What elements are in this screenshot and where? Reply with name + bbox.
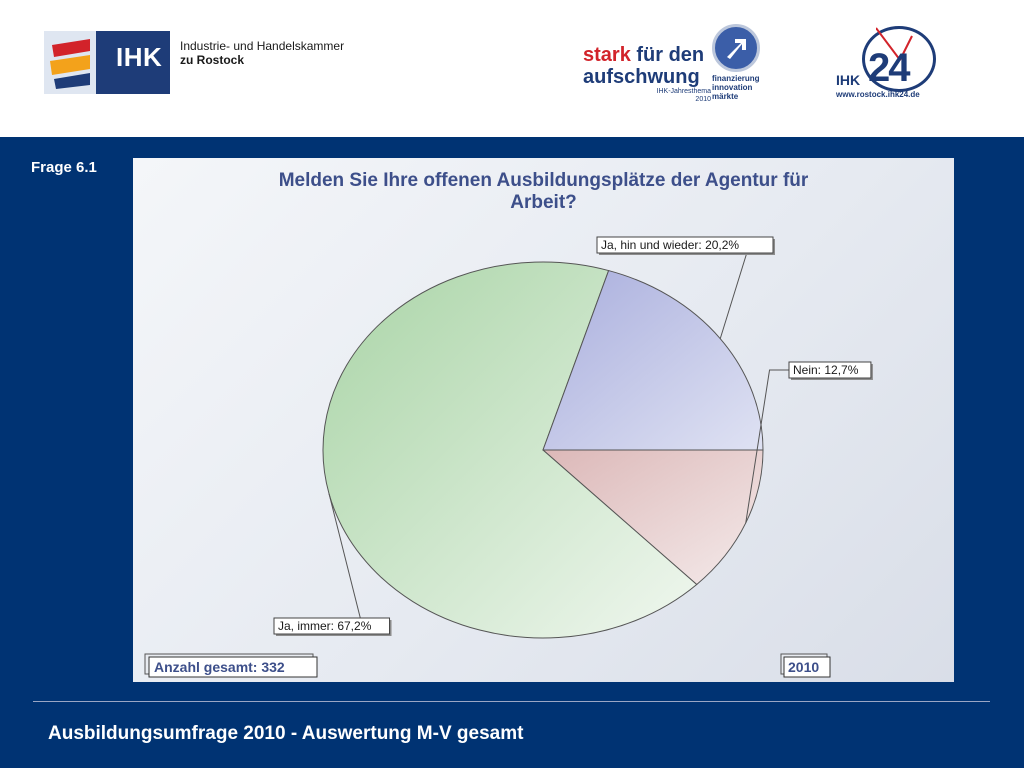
footer-left-text: Anzahl gesamt: 332: [154, 659, 285, 675]
footer-divider: [33, 701, 990, 702]
campaign-sub-finanzierung: finanzierung: [712, 74, 760, 83]
ihk24-label: IHK: [836, 72, 861, 88]
ihk-emblem-icon: [44, 31, 96, 94]
footer-title: Ausbildungsumfrage 2010 - Auswertung M-V…: [48, 723, 524, 744]
slice-label-box-1: [788, 361, 872, 379]
leader-line-1: [745, 369, 789, 524]
chart-panel: Melden Sie Ihre offenen Ausbildungsplätz…: [133, 158, 954, 682]
ihk24-url: www.rostock.ihk24.de: [836, 90, 920, 99]
campaign-word-aufschwung: aufschwung: [583, 66, 700, 88]
ihk-chamber-name: Industrie- und Handelskammer zu Rostock: [180, 39, 344, 67]
clock-hand-icon: [876, 27, 913, 61]
chart-title-line2: Arbeit?: [510, 192, 577, 213]
campaign-word-fuer-den: für den: [636, 44, 705, 66]
arrow-badge-icon: [712, 24, 760, 72]
ihk-wordmark: IHK: [116, 42, 163, 72]
pie-slice-2: [322, 261, 698, 639]
footer-right-box: [783, 656, 831, 678]
campaign-tagline-line1: IHK-Jahresthema: [656, 88, 711, 95]
footer-left-box: [148, 656, 318, 678]
campaign-sub-maerkte: märkte: [712, 92, 739, 101]
campaign-tagline: IHK-Jahresthema 2010: [651, 88, 711, 104]
question-label: Frage 6.1: [31, 159, 97, 176]
clock-ring-icon: [862, 26, 936, 92]
campaign-tagline-line2: 2010: [695, 96, 711, 103]
ihk-name-line2: zu Rostock: [180, 53, 245, 67]
slice-label-box-2: [273, 617, 391, 635]
chart-title: Melden Sie Ihre offenen Ausbildungsplätz…: [133, 170, 954, 214]
campaign-sub-innovation: innovation: [712, 83, 753, 92]
ihk24-logo: IHK 24 www.rostock.ihk24.de: [836, 26, 940, 100]
ihk-logo: IHK: [44, 31, 170, 94]
campaign-word-stark: stark: [583, 44, 631, 66]
chart-footer-left: Anzahl gesamt: 332: [144, 653, 318, 678]
chart-footer-right: 2010: [780, 653, 831, 678]
slice-label-2: Ja, immer: 67,2%: [278, 619, 372, 633]
ihk24-number: 24: [868, 46, 910, 90]
campaign-logo: stark für den aufschwung IHK-Jahresthema…: [583, 44, 711, 103]
ihk-name-line1: Industrie- und Handelskammer: [180, 39, 345, 53]
chart-title-line1: Melden Sie Ihre offenen Ausbildungsplätz…: [278, 170, 809, 191]
slice-label-3: Ja, hin und wieder: 20,2%: [601, 238, 739, 252]
slide-header: IHK Industrie- und Handelskammer zu Rost…: [0, 0, 1024, 137]
slice-label-box-3: [596, 236, 774, 254]
campaign-subtopics: finanzierung innovation märkte: [712, 74, 760, 101]
pie-chart: Nein: 12,7% Ja, immer: 67,2% Ja, hin und w…: [144, 236, 873, 678]
leader-line-3: [719, 244, 773, 339]
slice-label-1: Nein: 12,7%: [793, 363, 859, 377]
footer-right-text: 2010: [788, 659, 819, 675]
